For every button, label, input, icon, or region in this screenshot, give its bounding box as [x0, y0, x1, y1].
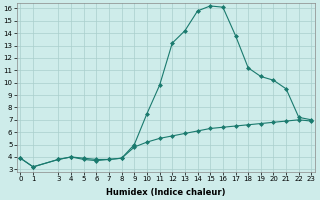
X-axis label: Humidex (Indice chaleur): Humidex (Indice chaleur)	[106, 188, 226, 197]
